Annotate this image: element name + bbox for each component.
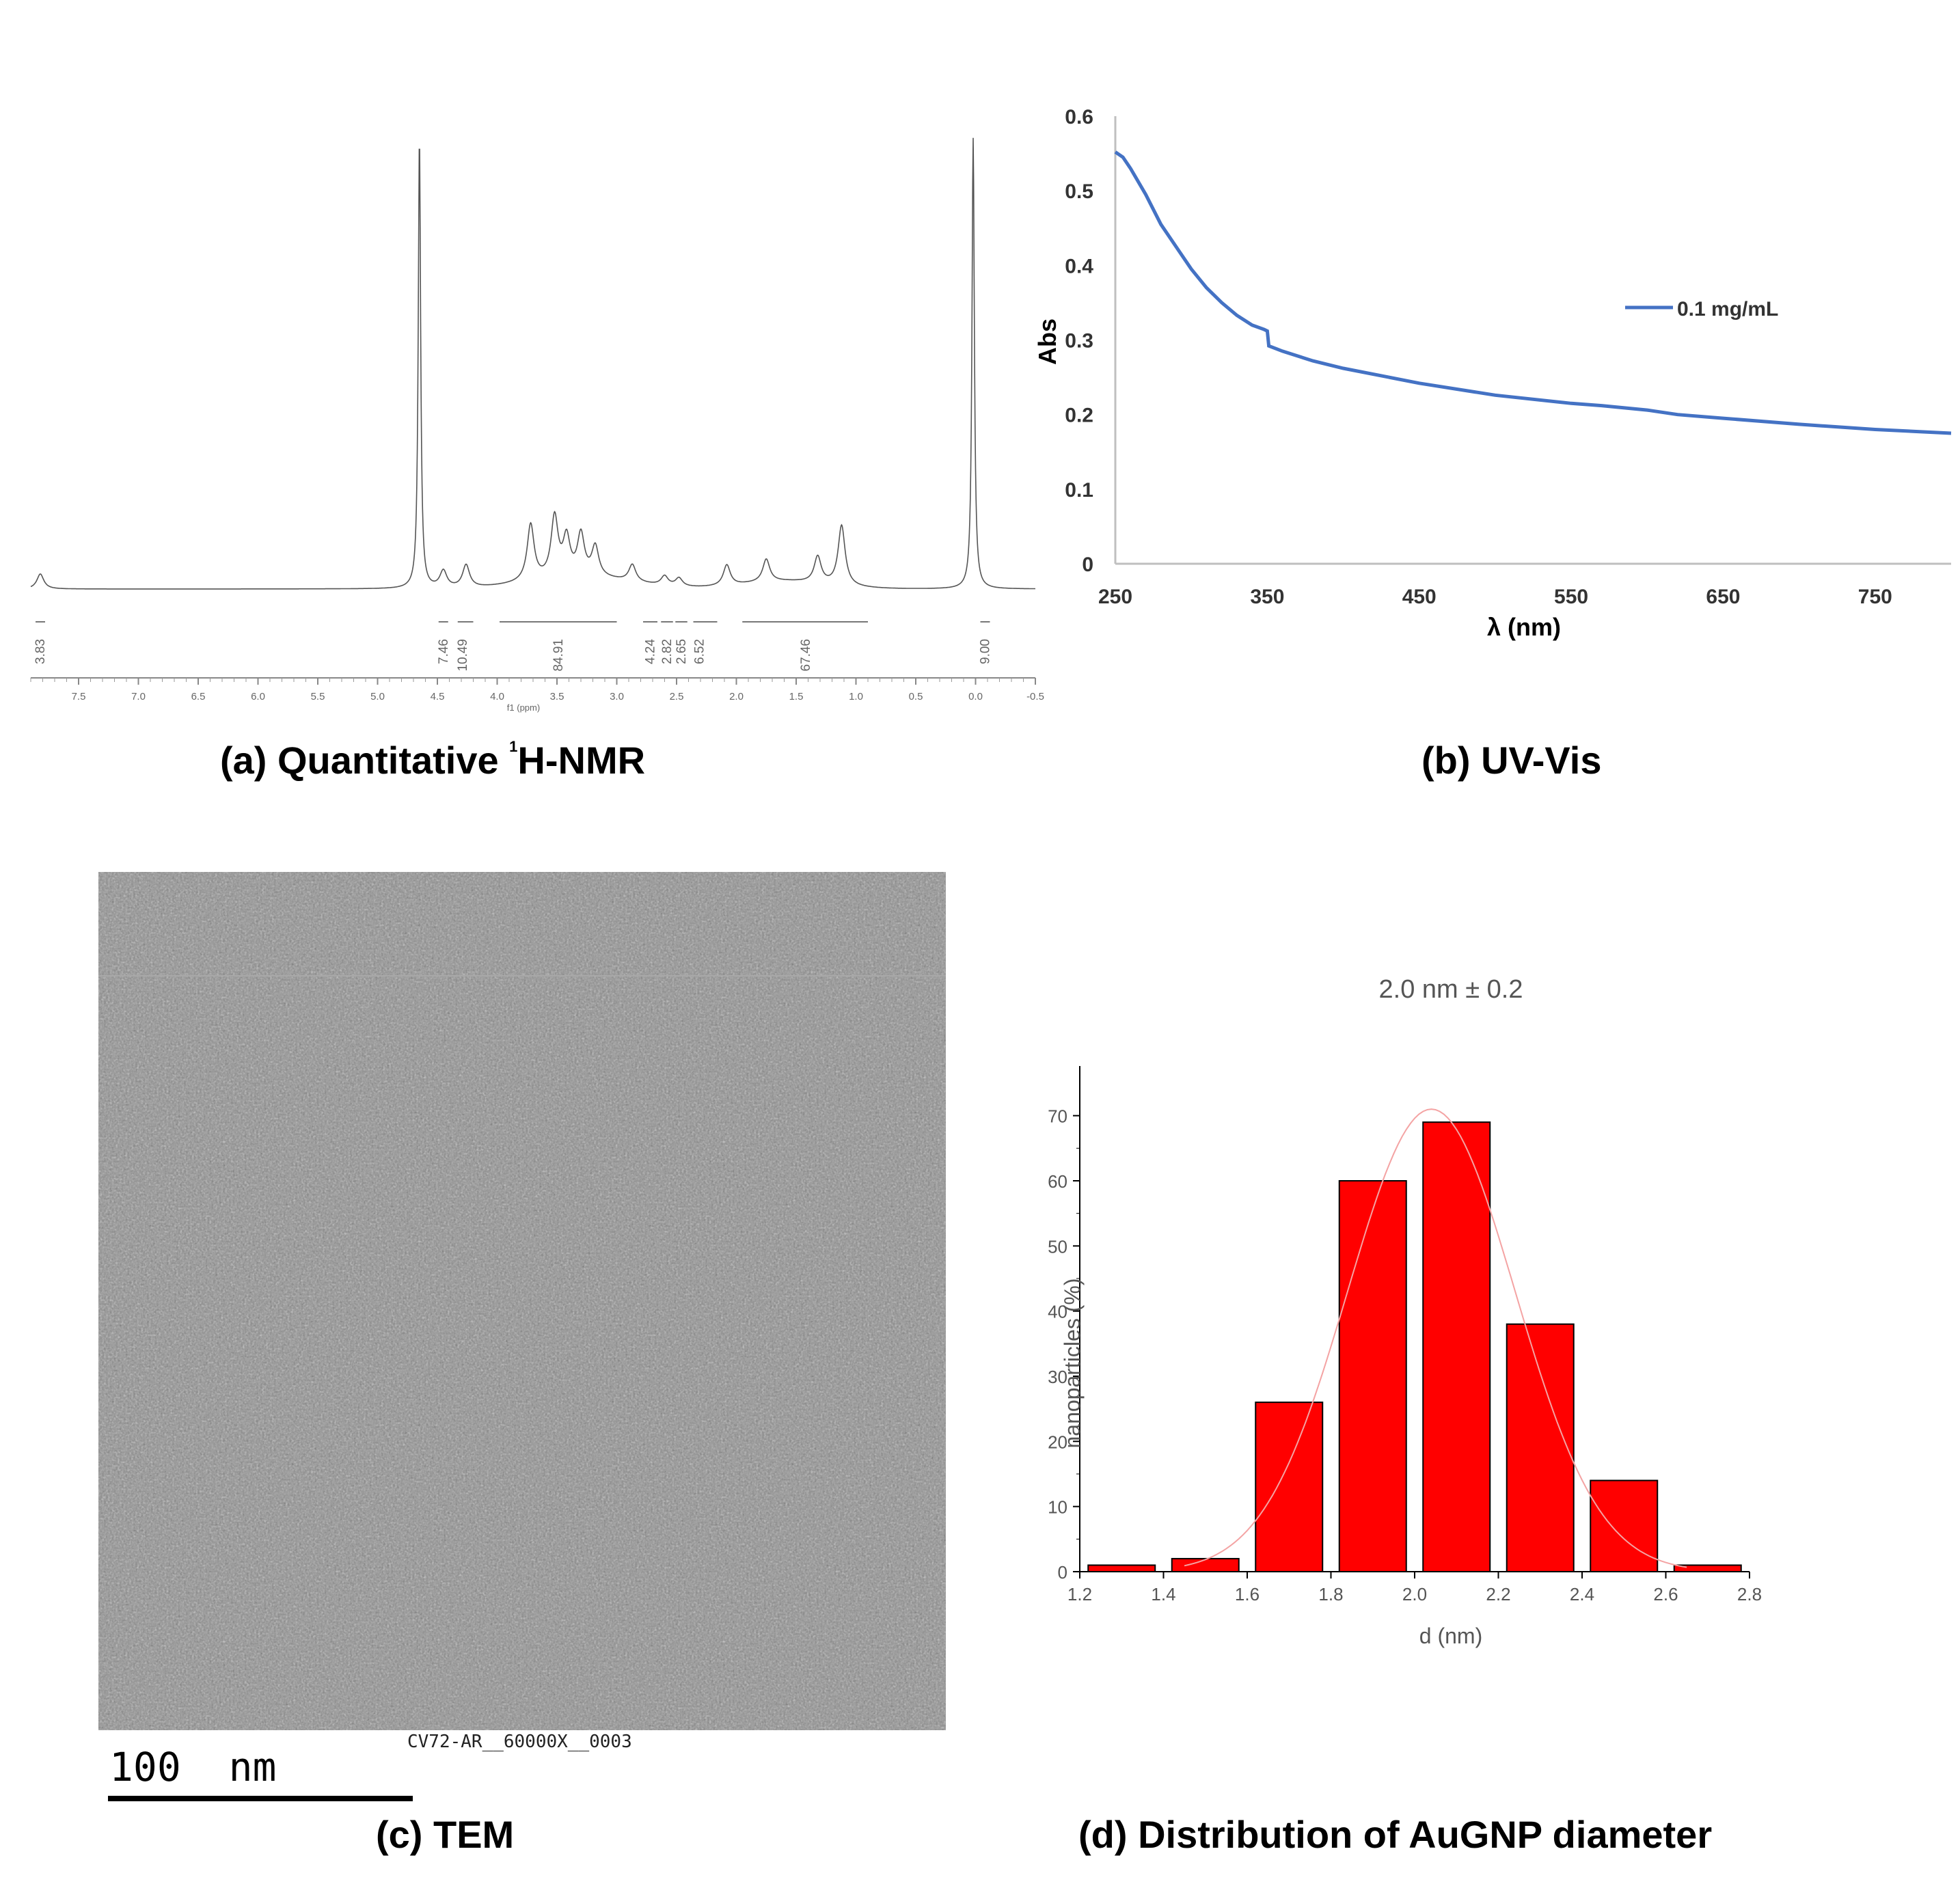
nmr-tick-label: 0.0 [968,691,983,702]
nmr-integral-group: 3.83 7.46 10.49 84.91 4.24 2.82 2.65 6.52 67.46 9… [33,621,993,672]
uvvis-x-tick-label: 350 [1250,586,1284,608]
uvvis-x-tick-label: 650 [1706,586,1740,608]
nmr-tick-label: -0.5 [1026,691,1044,702]
uvvis-x-tick-label: 450 [1402,586,1437,608]
histogram-y-tick-label: 20 [1048,1432,1067,1452]
nmr-integral-label: 3.83 [33,639,48,664]
uvvis-x-tick-label: 250 [1098,586,1132,608]
nmr-tick-label: 4.0 [490,691,504,702]
nmr-integral-label: 6.52 [692,639,707,664]
uvvis-y-tick-label: 0 [1082,554,1093,576]
uvvis-x-tick-label: 750 [1858,586,1892,608]
nmr-integral-label: 2.82 [660,639,675,664]
uvvis-x-tick-label: 550 [1554,586,1588,608]
histogram-y-tick-label: 10 [1048,1497,1067,1518]
nmr-tick-label: 3.0 [610,691,624,702]
uvvis-y-tick-label: 0.6 [1065,106,1093,128]
nmr-chart: 3.83 7.46 10.49 84.91 4.24 2.82 2.65 6.52 67.46 9… [30,137,1044,713]
uvvis-y-tick-label: 0.4 [1065,255,1093,277]
nmr-tick-label: 1.0 [849,691,863,702]
histogram-axes: 0 10 20 30 40 50 60 70 1.2 1.4 1.6 1.8 2.0 2.2 2.4 2.6 2… [1048,1066,1762,1604]
nmr-integral-label: 84.91 [552,639,566,672]
histogram-bar [1171,1557,1240,1573]
uvvis-axes: 0 0.1 0.2 0.3 0.4 0.5 0.6 250 350 450 550 650 750 [1065,106,1951,608]
nmr-spectrum-group [30,137,1035,590]
nmr-integral-label: 7.46 [437,639,451,664]
histogram-x-tick-label: 1.4 [1151,1584,1175,1604]
histogram-x-tick-label: 2.6 [1653,1584,1678,1604]
nmr-tick-label: 4.5 [431,691,445,702]
histogram-bars [1087,1121,1742,1573]
nmr-tick-label: 5.5 [311,691,325,702]
histogram-x-tick-label: 2.8 [1737,1584,1762,1604]
uvvis-y-tick-label: 0.3 [1065,330,1093,353]
nmr-spectrum-line [30,137,1035,590]
histogram-y-tick-label: 70 [1048,1106,1067,1127]
histogram-x-tick-label: 2.2 [1486,1584,1510,1604]
histogram-ylabel: nanoparticles (%) [1060,1279,1085,1449]
nmr-tick-label: 3.5 [550,691,564,702]
histogram-y-tick-label: 50 [1048,1236,1067,1257]
histogram-bar [1087,1564,1156,1573]
uvvis-y-tick-label: 0.5 [1065,180,1093,203]
caption-b: (b) UV-Vis [1421,739,1602,782]
histogram-xlabel: d (nm) [1419,1624,1482,1648]
uvvis-y-tick-label: 0.1 [1065,479,1093,502]
tem-noise-texture [98,872,946,1730]
nmr-axis-label: f1 (ppm) [507,702,540,713]
histogram-y-tick-label: 30 [1048,1367,1067,1387]
uvvis-ylabel: Abs [1033,318,1061,365]
nmr-integral-label: 67.46 [799,639,813,672]
histogram-chart: 2.0 nm ± 0.2 0 10 20 30 40 50 60 70 1.2 1.4 1.6 1.8… [1048,975,1762,1648]
caption-c: (c) TEM [376,1813,515,1856]
uvvis-series-line [1114,150,1952,435]
nmr-tick-label: 7.5 [72,691,86,702]
histogram-x-tick-label: 2.0 [1402,1584,1427,1604]
tem-image-label: CV72-AR__60000X__0003 [407,1732,632,1752]
histogram-fit-curve [1184,1108,1687,1568]
nmr-tick-label: 6.0 [251,691,265,702]
nmr-tick-label: 2.5 [670,691,684,702]
histogram-bar [1338,1180,1407,1572]
histogram-x-tick-label: 1.2 [1067,1584,1092,1604]
histogram-bar [1255,1402,1324,1573]
histogram-y-tick-label: 60 [1048,1171,1067,1192]
uvvis-chart: 0 0.1 0.2 0.3 0.4 0.5 0.6 250 350 450 550 650 750 0.… [1033,106,1952,641]
histogram-y-tick-label: 40 [1048,1302,1067,1322]
histogram-x-tick-label: 2.4 [1570,1584,1594,1604]
nmr-tick-label: 7.0 [131,691,146,702]
nmr-integral-label: 4.24 [644,639,658,664]
histogram-x-tick-label: 1.6 [1235,1584,1260,1604]
histogram-bar [1506,1323,1575,1572]
histogram-bar [1422,1121,1491,1572]
histogram-y-tick-label: 0 [1058,1562,1067,1583]
nmr-tick-label: 0.5 [909,691,923,702]
nmr-integral-label: 10.49 [456,639,470,672]
nmr-tick-label: 6.5 [191,691,206,702]
nmr-integral-label: 2.65 [675,639,689,664]
caption-d: (d) Distribution of AuGNP diameter [1078,1813,1713,1856]
histogram-x-tick-label: 1.8 [1318,1584,1343,1604]
nmr-x-axis: 7.5 7.0 6.5 6.0 5.5 5.0 4.5 4.0 3.5 3.0 2.5 2.0 1.5 1… [30,677,1044,702]
nmr-tick-label: 2.0 [729,691,744,702]
histogram-bar [1590,1479,1659,1572]
tem-image [98,872,946,1730]
caption-a: (a) Quantitative 1H-NMR [220,738,646,782]
nmr-integral-label: 9.00 [979,639,993,664]
uvvis-legend-label: 0.1 mg/mL [1677,298,1778,320]
nmr-tick-label: 1.5 [789,691,804,702]
uvvis-xlabel: λ (nm) [1487,613,1561,641]
nmr-tick-label: 5.0 [370,691,385,702]
histogram-title: 2.0 nm ± 0.2 [1379,975,1523,1004]
tem-scale-bar [108,1796,413,1801]
uvvis-y-tick-label: 0.2 [1065,405,1093,427]
tem-scale-label: 100 nm [109,1744,277,1790]
